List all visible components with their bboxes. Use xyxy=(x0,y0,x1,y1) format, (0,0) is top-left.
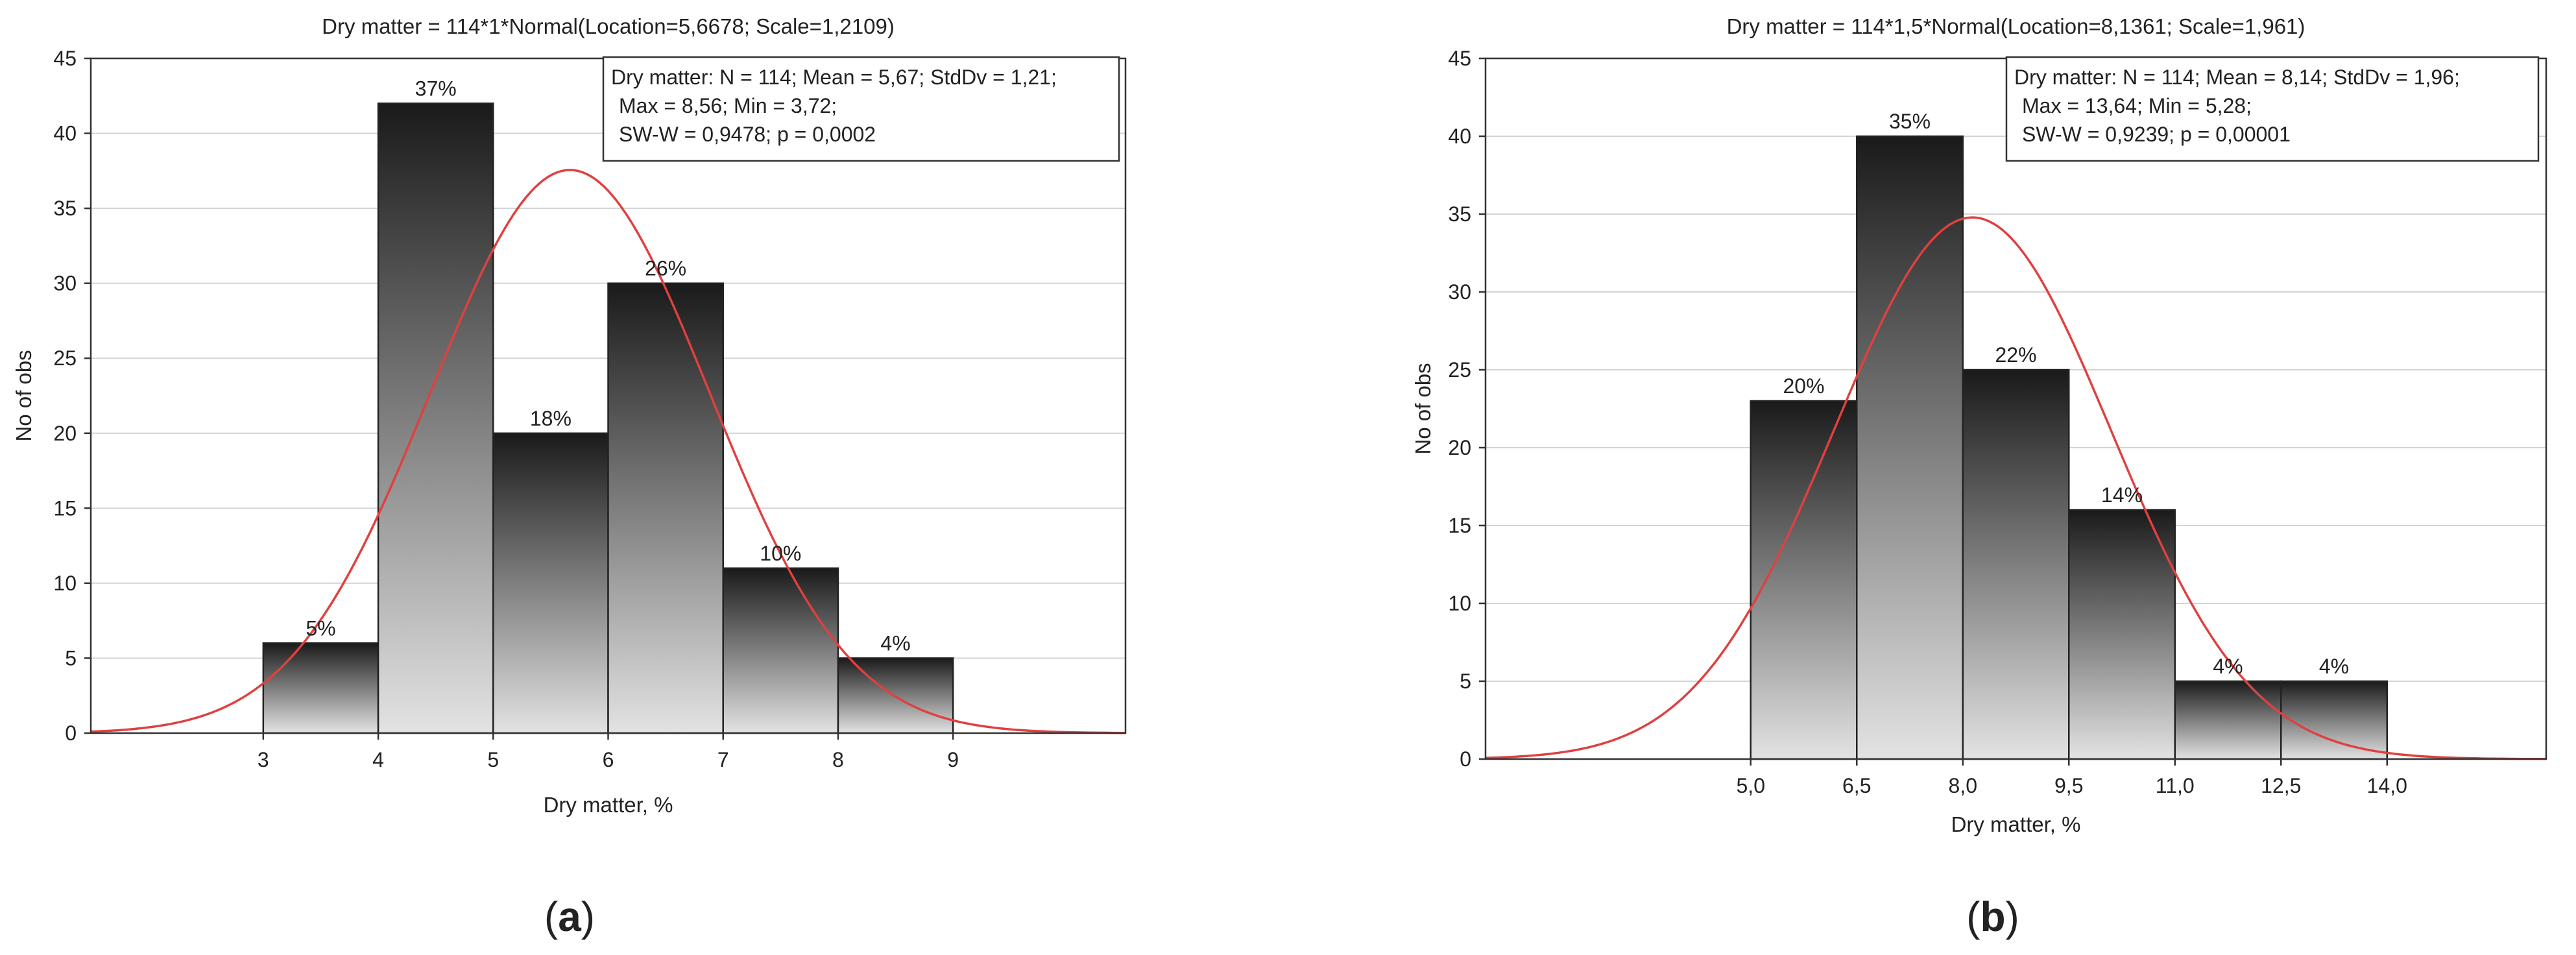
stats-line: Dry matter: N = 114; Mean = 5,67; StdDv … xyxy=(611,66,1057,89)
x-tick-label: 8,0 xyxy=(1949,774,1977,797)
bar-percent-label: 5% xyxy=(306,616,335,640)
histogram-bar xyxy=(377,103,494,734)
y-tick-label: 15 xyxy=(53,496,77,520)
x-tick-label: 9,5 xyxy=(2054,774,2083,797)
x-tick-label: 9 xyxy=(947,748,959,771)
y-tick-label: 40 xyxy=(53,122,77,145)
histogram-bar xyxy=(607,282,724,734)
histogram-bar xyxy=(2068,509,2176,760)
y-tick-label: 0 xyxy=(1460,747,1471,771)
y-tick-label: 25 xyxy=(1448,358,1471,381)
bar-percent-label: 14% xyxy=(2101,483,2143,507)
x-tick-label: 7 xyxy=(717,748,729,771)
bar-percent-label: 35% xyxy=(1889,110,1931,133)
y-tick-label: 40 xyxy=(1448,125,1471,148)
y-tick-label: 30 xyxy=(1448,280,1471,304)
panel-label: (b) xyxy=(1966,893,2019,940)
histogram-bar xyxy=(722,567,839,734)
y-tick-label: 25 xyxy=(53,346,77,370)
histogram-bar xyxy=(262,642,379,734)
bar-percent-label: 37% xyxy=(415,77,457,100)
y-tick-label: 20 xyxy=(53,422,77,445)
stats-line: Max = 8,56; Min = 3,72; xyxy=(619,94,837,117)
histogram-bar xyxy=(492,432,609,734)
histogram-bar xyxy=(1856,135,1964,760)
y-tick-label: 5 xyxy=(65,646,77,670)
histogram-bar xyxy=(1962,369,2070,760)
x-tick-label: 5,0 xyxy=(1737,774,1765,797)
y-tick-label: 10 xyxy=(53,572,77,595)
x-tick-label: 4 xyxy=(372,748,384,771)
stats-box xyxy=(2005,56,2540,162)
y-axis-label: No of obs xyxy=(12,350,36,441)
y-tick-label: 5 xyxy=(1460,670,1471,693)
normal-fit-curve xyxy=(90,169,1125,734)
bar-percent-label: 22% xyxy=(1995,343,2036,367)
x-tick-label: 8 xyxy=(832,748,844,771)
histogram-bar xyxy=(1750,400,1858,760)
bar-percent-label: 20% xyxy=(1783,374,1824,398)
y-tick-label: 15 xyxy=(1448,514,1471,537)
normal-fit-curve xyxy=(1485,216,2546,760)
bar-percent-label: 26% xyxy=(645,257,686,280)
x-axis-label: Dry matter, % xyxy=(1951,812,2081,836)
stats-line: SW-W = 0,9478; p = 0,0002 xyxy=(619,123,876,146)
x-tick-label: 12,5 xyxy=(2261,774,2301,797)
histogram-panel-b: 20% 35% 22% 14% 4% 4% 0 5 10 15 20 25 30 35 40 45 5,0 6,5… xyxy=(1411,14,2547,940)
x-tick-label: 11,0 xyxy=(2156,774,2195,797)
x-tick-label: 3 xyxy=(258,748,269,771)
panel-label-open-paren: ( xyxy=(1966,893,1980,940)
x-tick-label: 5 xyxy=(487,748,499,771)
x-tick-label: 14,0 xyxy=(2367,774,2407,797)
histogram-bar xyxy=(2174,680,2282,760)
panel-label-close-paren: ) xyxy=(581,893,595,940)
x-tick-label: 6,5 xyxy=(1842,774,1871,797)
chart-title: Dry matter = 114*1*Normal(Location=5,667… xyxy=(322,14,895,38)
panel-label: (a) xyxy=(544,893,595,940)
y-tick-label: 45 xyxy=(1448,47,1471,70)
y-tick-label: 45 xyxy=(53,47,77,70)
x-axis-label: Dry matter, % xyxy=(544,793,673,817)
bar-percent-label: 10% xyxy=(760,542,801,565)
bar-percent-label: 18% xyxy=(530,407,572,430)
y-tick-label: 35 xyxy=(53,197,77,220)
stats-line: Dry matter: N = 114; Mean = 8,14; StdDv … xyxy=(2014,66,2460,89)
panel-label-letter: a xyxy=(558,893,581,940)
stats-line: SW-W = 0,9239; p = 0,00001 xyxy=(2022,123,2291,146)
panel-label-open-paren: ( xyxy=(544,893,558,940)
histogram-bar xyxy=(2280,680,2388,760)
y-tick-label: 35 xyxy=(1448,202,1471,226)
bar-percent-label: 4% xyxy=(880,631,910,655)
x-tick-label: 6 xyxy=(603,748,614,771)
stats-line: Max = 13,64; Min = 5,28; xyxy=(2022,94,2252,117)
panel-label-letter: b xyxy=(1980,893,2005,940)
bar-percent-label: 4% xyxy=(2213,655,2243,678)
stats-box xyxy=(602,56,1120,162)
y-tick-label: 0 xyxy=(65,721,77,745)
y-axis-label: No of obs xyxy=(1411,363,1435,454)
y-tick-label: 30 xyxy=(53,272,77,295)
y-tick-label: 10 xyxy=(1448,592,1471,615)
chart-title: Dry matter = 114*1,5*Normal(Location=8,1… xyxy=(1727,14,2305,38)
y-tick-label: 20 xyxy=(1448,436,1471,459)
bar-percent-label: 4% xyxy=(2319,655,2349,678)
panel-label-close-paren: ) xyxy=(2006,893,2019,940)
